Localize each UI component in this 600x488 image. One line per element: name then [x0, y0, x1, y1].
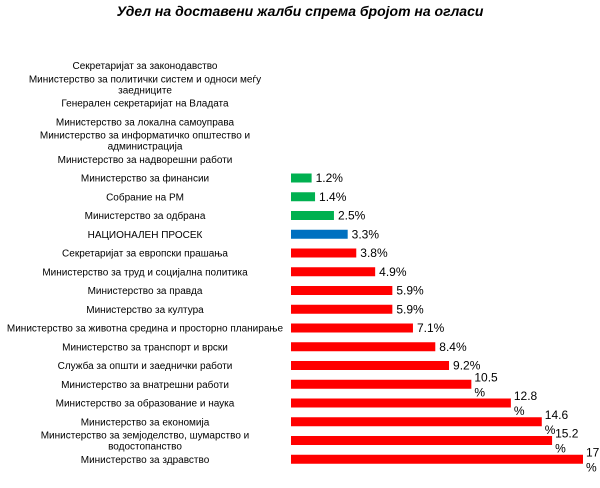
category-label: Генерален секретаријат на Владата: [61, 99, 229, 110]
category-label-line: Министерство за правда: [88, 286, 203, 297]
category-label-line: Собрание на РМ: [106, 191, 184, 203]
data-label: 5.9%: [396, 284, 424, 298]
data-label: 12.8%: [514, 389, 538, 418]
bar: [291, 398, 511, 408]
category-label-line: Министерство за локална самоуправа: [56, 117, 235, 128]
data-label-number: 12.8: [514, 389, 538, 403]
bar: [291, 361, 450, 370]
bar: [291, 304, 393, 314]
category-labels: Секретаријат за законодавство Министерств…: [7, 61, 284, 466]
category-label: Министерство за транспорт и врски: [62, 342, 228, 353]
data-label: 14.6%: [545, 408, 569, 437]
chart-title: Удел на доставени жалби спрема бројот на…: [117, 3, 484, 19]
category-label: Министерство за финансии: [81, 173, 209, 185]
bar: [291, 342, 436, 352]
category-label: Министерство за здравство: [81, 455, 210, 466]
category-label: Министерство за економија: [81, 417, 210, 428]
data-label: 8.4%: [439, 340, 467, 354]
data-label: 1.2%: [316, 171, 344, 185]
data-label: 17.0%: [586, 445, 600, 474]
data-label: 4.9%: [379, 265, 407, 279]
category-label-line: Министерство за земјоделство, шумарство …: [41, 431, 250, 442]
category-label: НАЦИОНАЛЕН ПРОСЕК: [88, 230, 203, 241]
bar: [291, 248, 357, 258]
data-label: 3.8%: [360, 246, 388, 260]
category-label: Министерство за земјоделство, шумарство …: [41, 431, 250, 453]
data-label: 10.5%: [474, 370, 498, 399]
category-label-line: Министерство за култура: [86, 305, 204, 316]
data-label: 3.3%: [352, 227, 380, 241]
data-label: 9.2%: [453, 359, 481, 373]
data-label-number: 15.2: [555, 427, 579, 441]
data-label: 5.9%: [396, 302, 424, 316]
category-label: Министерство за политички систем и однос…: [29, 74, 261, 96]
category-label-line: Секретаријат за европски прашања: [62, 249, 228, 260]
bar: [291, 267, 376, 277]
category-label-line: Служба за општи и заеднички работи: [58, 360, 233, 372]
category-label-line: Генерален секретаријат на Владата: [61, 99, 229, 110]
bar: [291, 379, 472, 389]
category-label: Секретаријат за законодавство: [73, 61, 218, 72]
data-label-unit: %: [474, 385, 485, 399]
category-label-line: Министерство за внатрешни работи: [61, 379, 229, 391]
bar: [291, 173, 312, 183]
category-label-line: Министерство за финансии: [81, 173, 209, 185]
bar: [291, 286, 393, 295]
bar: [291, 454, 583, 464]
category-label-line: Секретаријат за законодавство: [73, 61, 218, 72]
category-label-line: заедниците: [118, 85, 172, 96]
category-label: Министерство за образование и наука: [56, 398, 235, 410]
category-label: Министерство за правда: [88, 286, 203, 297]
data-label: 2.5%: [338, 209, 366, 223]
category-label: Министерство за локална самоуправа: [56, 117, 235, 128]
data-label-unit: %: [555, 442, 566, 456]
bar: [291, 211, 334, 220]
category-label: Министерство за внатрешни работи: [61, 379, 229, 391]
data-label-unit: %: [586, 460, 597, 474]
bars-group: [291, 173, 583, 464]
category-label-line: Министерство за образование и наука: [56, 398, 235, 410]
category-label: Министерство за животна средина и просто…: [7, 324, 284, 335]
category-label: Министерство за култура: [86, 305, 204, 316]
bar: [291, 323, 413, 333]
category-label-line: Министерство за политички систем и однос…: [29, 74, 261, 85]
data-label-unit: %: [514, 404, 525, 418]
category-label: Министерство за одбрана: [85, 210, 206, 222]
category-label-line: НАЦИОНАЛЕН ПРОСЕК: [88, 230, 203, 241]
data-label-number: 14.6: [545, 408, 569, 422]
bar: [291, 192, 316, 202]
bar: [291, 229, 348, 239]
category-label-line: Министерство за здравство: [81, 455, 210, 466]
category-label-line: Министерство за труд и социјална политик…: [42, 267, 248, 278]
category-label-line: администрација: [108, 142, 183, 153]
data-label: 7.1%: [417, 321, 445, 335]
data-label-number: 10.5: [474, 370, 498, 384]
category-label-line: Министерство за одбрана: [85, 210, 206, 222]
category-label-line: Министерство за економија: [81, 417, 210, 428]
data-label-unit: %: [545, 423, 556, 437]
category-label-line: Министерство за надворешни работи: [58, 154, 233, 166]
value-labels: 1.2% 1.4% 2.5% 3.3% 3.8% 4.9% 5.9% 5.9% 7.1% 8.4%…: [316, 171, 600, 474]
category-label-line: Министерство за животна средина и просто…: [7, 324, 284, 335]
bar: [291, 417, 542, 427]
data-label: 1.4%: [319, 190, 347, 204]
category-label-line: водостопанство: [108, 442, 182, 453]
category-label: Министерство за труд и социјална политик…: [42, 267, 248, 278]
data-label-number: 17.0: [586, 445, 600, 459]
data-label: 15.2%: [555, 427, 579, 456]
category-label: Собрание на РМ: [106, 191, 184, 203]
category-label: Секретаријат за европски прашања: [62, 249, 228, 260]
category-label: Министерство за информатичко општество и…: [40, 130, 250, 153]
category-label-line: Министерство за транспорт и врски: [62, 342, 228, 353]
category-label: Служба за општи и заеднички работи: [58, 360, 233, 372]
category-label: Министерство за надворешни работи: [58, 154, 233, 166]
category-label-line: Министерство за информатичко општество и: [40, 130, 250, 142]
bar: [291, 436, 553, 445]
